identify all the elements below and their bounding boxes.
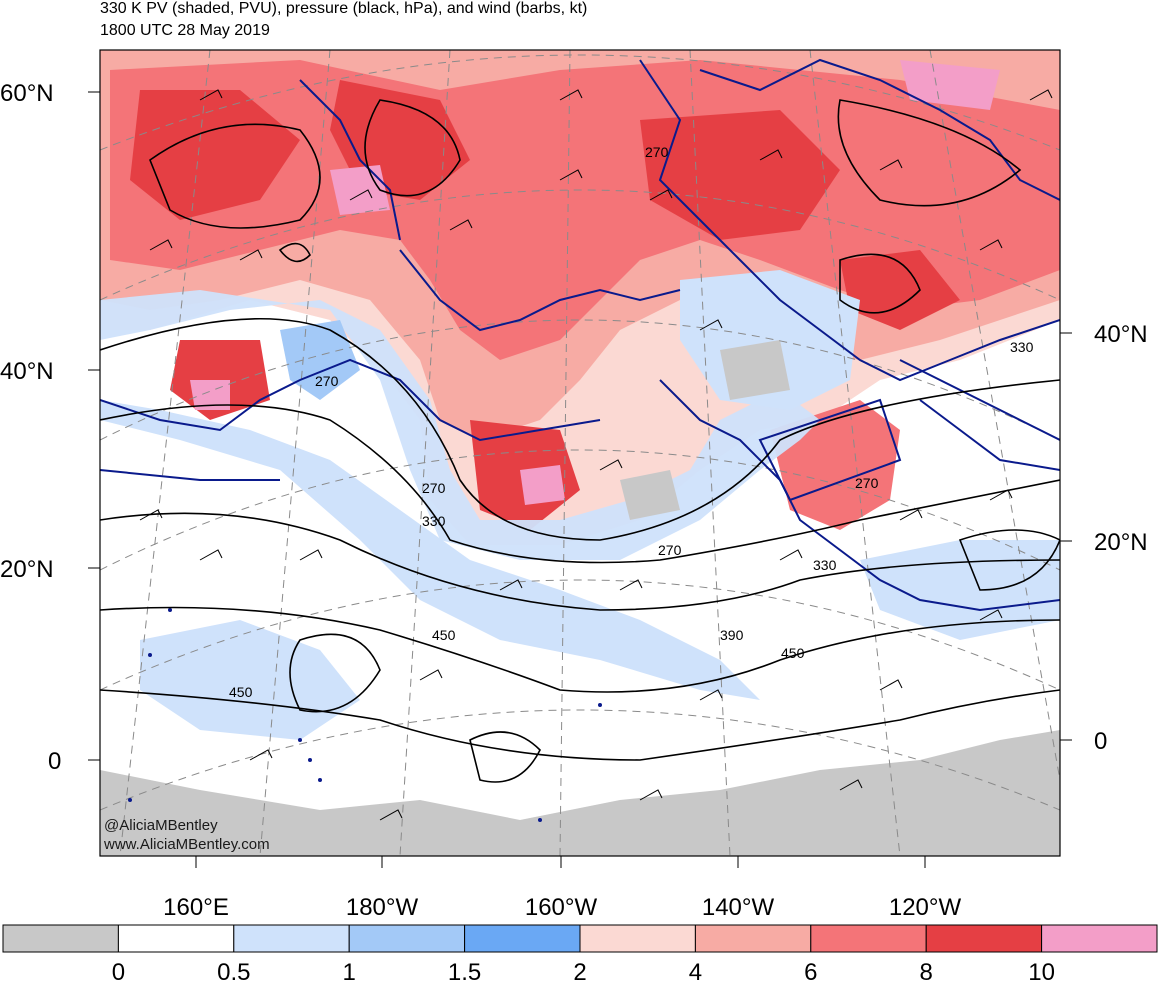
credit-website: www.AliciaMBentley.com — [103, 836, 270, 853]
colorbar-swatch — [464, 924, 581, 953]
colorbar-swatch — [579, 924, 696, 953]
pv-region-gray — [620, 470, 680, 520]
pv-region-gray — [720, 340, 790, 400]
lat-label-right: 20°N — [1094, 529, 1148, 556]
lat-label-left: 20°N — [0, 556, 54, 583]
colorbar-tick-label: 6 — [804, 959, 817, 981]
lat-label-left: 60°N — [0, 80, 54, 107]
lon-label: 180°W — [346, 894, 419, 921]
colorbar-swatch — [348, 924, 466, 953]
contour-label-390: 390 — [720, 627, 744, 643]
pv-region-dark-red — [840, 250, 960, 330]
contour-label-330: 330 — [422, 513, 446, 529]
coastlines — [100, 58, 1060, 612]
lat-label-right: 0 — [1094, 728, 1107, 755]
credit-handle: @AliciaMBentley — [104, 817, 218, 834]
colorbar-swatch — [233, 924, 350, 953]
pv-region-dark-red — [640, 110, 840, 240]
colorbar — [2, 924, 1158, 953]
pv-region-blue — [100, 290, 820, 560]
contour-label-270: 270 — [315, 373, 339, 389]
lat-label-left: 0 — [48, 748, 61, 775]
colorbar-swatch — [117, 924, 235, 953]
colorbar-swatch — [2, 924, 119, 953]
contour-label-270: 270 — [645, 144, 669, 160]
colorbar-tick-label: 2 — [573, 959, 586, 981]
colorbar-tick-label: 1 — [343, 959, 356, 981]
pv-region-pink — [900, 60, 1000, 110]
pv-region-pink — [330, 165, 390, 215]
colorbar-tick-label: 0 — [112, 959, 125, 981]
graticule — [100, 50, 1060, 856]
lon-label: 160°W — [525, 894, 598, 921]
contour-label-330: 330 — [1010, 339, 1034, 355]
lat-label-right: 40°N — [1094, 321, 1148, 348]
map-plot-area: 270 270 270 270 270 330 330 330 390 450 … — [100, 50, 1060, 856]
colorbar-swatch — [925, 924, 1043, 953]
axis-ticks — [88, 91, 1072, 868]
contour-label-270: 270 — [658, 542, 682, 558]
islands — [128, 608, 602, 822]
pv-region-gray — [100, 730, 1060, 856]
lon-label: 120°W — [889, 894, 962, 921]
lon-label: 160°E — [163, 894, 229, 921]
colorbar-tick-label: 0.5 — [217, 959, 250, 981]
colorbar-swatch — [1041, 924, 1158, 953]
colorbar-labels: 0 0.5 1 1.5 2 4 6 8 10 — [112, 959, 1055, 981]
contour-labels: 270 270 270 270 270 330 330 330 390 450 … — [229, 144, 1034, 700]
contour-label-450: 450 — [781, 645, 805, 661]
colorbar-swatch — [694, 924, 812, 953]
plot-frame — [99, 49, 1061, 857]
colorbar-swatch — [810, 924, 927, 953]
colorbar-tick-label: 1.5 — [448, 959, 481, 981]
colorbar-tick-label: 10 — [1028, 959, 1055, 981]
contour-label-270: 270 — [422, 480, 446, 496]
lon-label: 140°W — [702, 894, 775, 921]
pv-region-dark-red — [130, 90, 300, 220]
pv-region-blue — [100, 400, 760, 700]
contour-label-270: 270 — [855, 475, 879, 491]
wind-barbs — [139, 89, 1053, 821]
chart-datetime: 1800 UTC 28 May 2019 — [100, 22, 270, 39]
pv-region-blue — [140, 620, 360, 740]
colorbar-tick-label: 4 — [689, 959, 702, 981]
pressure-contours — [100, 99, 1060, 783]
pv-region-pink — [520, 465, 565, 505]
contour-label-330: 330 — [813, 557, 837, 573]
colorbar-tick-label: 8 — [920, 959, 933, 981]
contour-label-450: 450 — [229, 684, 253, 700]
lat-label-left: 40°N — [0, 358, 54, 385]
chart-title: 330 K PV (shaded, PVU), pressure (black,… — [100, 0, 588, 17]
contour-label-450: 450 — [432, 627, 456, 643]
